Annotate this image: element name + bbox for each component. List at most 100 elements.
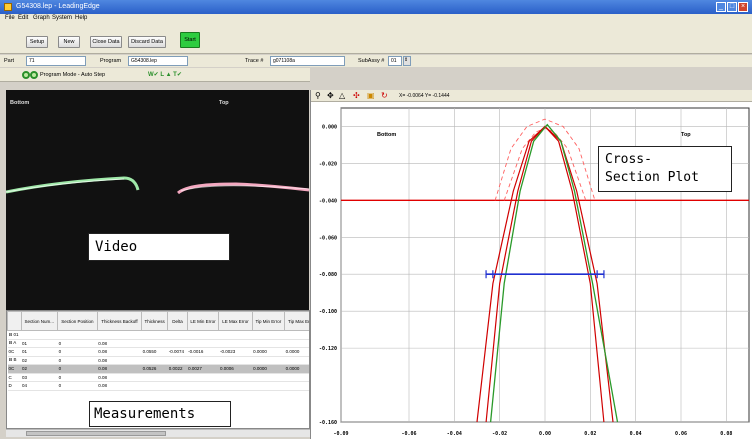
- y-tick-label: -0.060: [319, 235, 337, 241]
- table-cell: 0.08: [97, 356, 142, 365]
- info-bar: Part 71 Program G54308.lep Trace # g0711…: [0, 55, 752, 67]
- x-tick-label: 0.06: [675, 431, 687, 437]
- table-row[interactable]: 0C 02 0 0.08 0.0526 0.0022 0.0027 0.0006 0.0000 0…: [7, 364, 309, 374]
- table-cell: 0.0526: [141, 364, 168, 374]
- menu-system[interactable]: System: [52, 15, 73, 21]
- mode-bar: Program Mode - Auto Step W✔ L ▲ T✔: [0, 68, 310, 82]
- table-cell: [218, 381, 253, 391]
- trace-field[interactable]: g071108a: [270, 56, 345, 66]
- column-header[interactable]: Tip Max Error: [284, 311, 309, 331]
- status-indicators: W✔ L ▲ T✔: [148, 72, 182, 78]
- y-tick-label: -0.100: [319, 309, 337, 315]
- subassy-label: SubAssy #: [358, 58, 385, 64]
- column-header[interactable]: Thickness Backoff: [96, 311, 143, 331]
- new-button[interactable]: New: [58, 36, 80, 48]
- table-cell: 03: [21, 373, 58, 382]
- subassy-spinner-icon[interactable]: ⇕: [403, 56, 411, 66]
- image-icon[interactable]: ▣: [367, 91, 375, 100]
- start-button[interactable]: Start: [180, 32, 200, 48]
- column-header[interactable]: LE Min Error: [186, 311, 220, 331]
- trace-label: Trace #: [245, 58, 264, 64]
- setup-button[interactable]: Setup: [26, 36, 48, 48]
- table-header: Section Num... Section Position Thickness …: [7, 311, 309, 331]
- table-cell: 0.0000: [284, 364, 309, 374]
- table-cell: 0.08: [97, 347, 142, 357]
- table-cell: 0.0000: [284, 347, 309, 357]
- plot-toolbar: ⚲ ✥ △ ✣ ▣ ↻ X= -0.0064 Y= -0.1444: [311, 90, 752, 102]
- table-cell: [252, 356, 285, 365]
- measurements-table: Section Num... Section Position Thickness …: [7, 311, 309, 391]
- program-label: Program: [100, 58, 122, 64]
- table-cell: 0.0000: [252, 347, 285, 357]
- menu-help[interactable]: Help: [75, 15, 88, 21]
- column-header[interactable]: Section Position: [57, 311, 98, 331]
- table-cell: [218, 373, 253, 382]
- part-label: Part: [4, 58, 15, 64]
- menu-bar: File Edit Graph System Help: [0, 14, 752, 24]
- table-cell: [167, 381, 188, 391]
- table-row[interactable]: D 04 0 0.08: [7, 381, 309, 391]
- plot-callout-line2: Section Plot: [605, 170, 699, 185]
- move-icon[interactable]: ✣: [353, 91, 360, 100]
- column-header[interactable]: Thickness: [141, 311, 169, 331]
- x-tick-label: 0.08: [720, 431, 732, 437]
- table-row[interactable]: ⊟ B 02 0 0.08: [7, 356, 309, 365]
- column-header[interactable]: Delta: [167, 311, 188, 331]
- table-row[interactable]: ⊟ A 01 0 0.08: [7, 339, 309, 348]
- menu-graph[interactable]: Graph: [33, 15, 50, 21]
- close-data-button[interactable]: Close Data: [90, 36, 122, 48]
- plot-top-label: Top: [681, 132, 691, 138]
- video-callout: Video: [88, 233, 230, 261]
- table-cell: [141, 330, 168, 340]
- zoom-icon[interactable]: ⚲: [315, 91, 321, 100]
- table-cell: [97, 330, 142, 340]
- measurements-callout: Measurements: [89, 401, 231, 427]
- table-cell: -0.0016: [187, 347, 219, 357]
- minimize-icon[interactable]: _: [716, 2, 726, 12]
- video-top-label: Top: [219, 100, 229, 106]
- menu-edit[interactable]: Edit: [18, 15, 29, 21]
- table-cell: [252, 373, 285, 382]
- scrollbar-thumb[interactable]: [26, 431, 166, 436]
- menu-file[interactable]: File: [5, 15, 15, 21]
- x-tick-label: -0.06: [401, 431, 416, 437]
- cross-section-plot[interactable]: -0.09 -0.06 -0.04 -0.02 0.00 0.02 0.04 0.06 0.08…: [311, 102, 752, 439]
- table-cell: 0.08: [97, 364, 142, 374]
- horizontal-scrollbar[interactable]: [6, 429, 310, 437]
- part-field[interactable]: 71: [26, 56, 86, 66]
- table-cell: 01: [21, 339, 58, 348]
- x-tick-label: -0.04: [447, 431, 462, 437]
- table-row[interactable]: ⊟ 01: [7, 330, 309, 340]
- measured-curve: [489, 123, 619, 423]
- discard-data-button[interactable]: Discard Data: [128, 36, 166, 48]
- x-tick-label: 0.00: [539, 431, 551, 437]
- refresh-icon[interactable]: ↻: [381, 91, 388, 100]
- mode-ring-icon: [30, 71, 38, 79]
- maximize-icon[interactable]: □: [727, 2, 737, 12]
- pan-icon[interactable]: ✥: [327, 91, 334, 100]
- column-header[interactable]: LE Max Error: [218, 311, 253, 331]
- column-header[interactable]: Section Num...: [20, 311, 59, 331]
- toolbar: Setup New Close Data Discard Data Start: [0, 24, 752, 54]
- table-cell: [284, 356, 309, 365]
- program-field[interactable]: G54308.lep: [128, 56, 188, 66]
- table-cell: ⊟ B: [7, 356, 22, 365]
- column-header[interactable]: [7, 311, 22, 331]
- close-icon[interactable]: ×: [738, 2, 748, 12]
- mode-ring-icon: [22, 71, 30, 79]
- table-row[interactable]: C 03 0 0.08: [7, 373, 309, 382]
- x-tick-label: -0.09: [333, 431, 348, 437]
- app-icon: [4, 3, 12, 11]
- triangle-icon[interactable]: △: [339, 91, 346, 100]
- table-cell: C: [7, 373, 22, 382]
- column-header[interactable]: Tip Min Error: [251, 311, 286, 331]
- table-cell: 0: [57, 381, 98, 391]
- table-cell: 0.08: [97, 373, 142, 382]
- table-cell: ⊟ A: [7, 339, 22, 348]
- table-cell: [167, 339, 188, 348]
- subassy-field[interactable]: 01: [388, 56, 402, 66]
- table-row[interactable]: 0C 01 0 0.08 0.0550 -0.0074 -0.0016 -0.0023 0.00…: [7, 347, 309, 357]
- y-tick-label: -0.020: [319, 161, 337, 167]
- table-cell: [167, 330, 188, 340]
- table-cell: 0: [57, 364, 98, 374]
